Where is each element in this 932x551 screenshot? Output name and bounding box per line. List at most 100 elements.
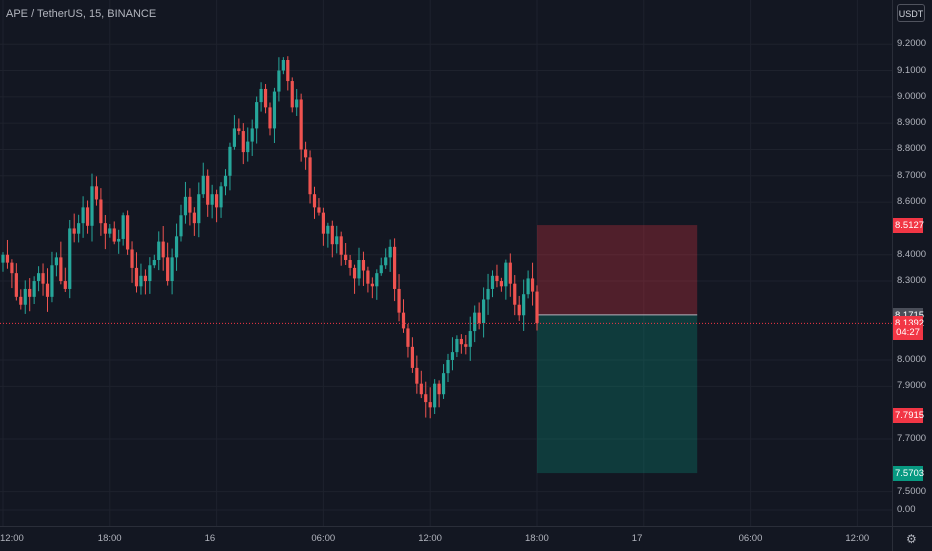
candle-up: [77, 223, 81, 234]
chart-pane[interactable]: APE / TetherUS, 15, BINANCE: [0, 0, 892, 526]
candle-up: [148, 265, 152, 282]
candle-down: [206, 175, 210, 205]
candle-down: [63, 281, 67, 289]
candle-down: [99, 199, 103, 224]
candle-up: [522, 294, 526, 316]
candle-down: [401, 312, 406, 329]
candle-down: [415, 367, 419, 384]
candle-up: [326, 225, 330, 234]
candle-down: [393, 246, 397, 289]
candle-down: [10, 262, 14, 274]
price-tag: 04:27: [893, 325, 923, 341]
candle-up: [504, 262, 508, 287]
price-tick-label: 9.1000: [897, 64, 927, 76]
price-tag: 7.7915: [893, 407, 925, 423]
candle-down: [94, 186, 99, 200]
candle-up: [232, 128, 236, 147]
candle-up: [152, 260, 156, 266]
price-tick-label: 8.3000: [897, 275, 927, 287]
candle-up: [255, 102, 259, 129]
candle-down: [19, 296, 23, 305]
candle-down: [495, 275, 499, 282]
candle-up: [375, 273, 379, 287]
candle-up: [259, 88, 263, 103]
candle-up: [219, 186, 223, 208]
candle-up: [32, 281, 36, 297]
candle-down: [188, 196, 192, 213]
candle-up: [201, 175, 205, 195]
candle-up: [174, 236, 179, 258]
price-tick-label: 7.9000: [897, 380, 927, 392]
candle-down: [143, 275, 147, 282]
time-tick-label: 17: [631, 533, 643, 544]
candle-up: [117, 238, 121, 242]
price-tick-label: 8.8000: [897, 143, 927, 155]
candle-down: [339, 236, 343, 255]
candle-down: [517, 304, 521, 316]
candle-up: [388, 246, 392, 258]
price-tick-label: 7.7000: [897, 432, 927, 444]
candle-down: [130, 249, 134, 268]
time-tick-label: 12:00: [0, 533, 24, 544]
candle-down: [530, 278, 535, 292]
candle-down: [535, 291, 539, 324]
candle-down: [161, 241, 165, 258]
candle-up: [384, 257, 388, 266]
price-tick-label: 9.2000: [897, 38, 927, 50]
currency-button[interactable]: USDT: [897, 4, 925, 22]
candle-down: [192, 212, 196, 224]
candle-up: [379, 265, 383, 274]
candle-up: [50, 265, 54, 297]
gear-icon[interactable]: ⚙: [906, 532, 917, 546]
candle-down: [499, 281, 503, 287]
candle-up: [281, 60, 285, 71]
candle-down: [410, 346, 414, 368]
candle-down: [330, 225, 334, 245]
time-tick-label: 06:00: [311, 533, 336, 544]
candle-up: [295, 99, 299, 108]
candle-down: [317, 207, 321, 213]
candle-down: [28, 288, 32, 297]
candle-down: [424, 394, 428, 403]
candle-down: [370, 283, 374, 287]
price-tick-label: 9.0000: [897, 90, 927, 102]
candle-down: [477, 312, 481, 324]
candle-down: [126, 215, 130, 250]
time-scale[interactable]: 12:00 18:00 16 06:00 12:00 18:00 17 06:00 12:00: [0, 526, 892, 551]
candle-up: [157, 241, 161, 260]
candle-down: [134, 267, 139, 287]
candle-up: [228, 146, 232, 176]
candle-down: [241, 131, 245, 153]
candle-down: [508, 262, 512, 284]
candle-down: [459, 338, 463, 345]
price-scale[interactable]: 9.2000 9.1000 9.0000 8.9000 8.8000 8.7000 8.60…: [892, 0, 932, 526]
candle-down: [166, 257, 170, 282]
candle-down: [237, 128, 241, 132]
candle-up: [277, 70, 281, 92]
candlestick-chart[interactable]: [0, 0, 892, 526]
candle-up: [223, 175, 228, 187]
take-profit-zone: [537, 314, 698, 474]
candle-down: [344, 254, 348, 260]
candle-up: [23, 288, 27, 305]
candle-up: [81, 207, 85, 224]
price-tick-label: 7.5000: [897, 485, 927, 497]
candle-down: [85, 207, 90, 226]
candle-down: [366, 270, 370, 284]
candle-down: [348, 260, 352, 268]
candle-down: [352, 267, 357, 279]
candle-up: [1, 254, 5, 263]
candle-up: [526, 278, 530, 295]
candle-up: [441, 373, 446, 395]
candle-down: [308, 157, 312, 195]
candle-down: [464, 344, 468, 347]
candle-down: [5, 254, 10, 263]
candle-down: [312, 194, 317, 208]
candle-up: [90, 186, 94, 226]
candle-down: [513, 283, 517, 305]
candle-up: [37, 273, 41, 282]
time-tick-label: 06:00: [738, 533, 763, 544]
candle-down: [41, 273, 45, 284]
candle-down: [72, 228, 76, 234]
time-tick-label: 18:00: [525, 533, 549, 544]
